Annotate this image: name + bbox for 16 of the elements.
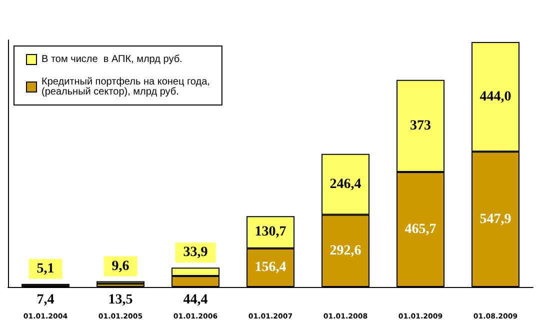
- data-label: 33,9: [183, 245, 208, 260]
- data-label: 547,9: [480, 212, 512, 227]
- data-label: 465,7: [404, 222, 436, 237]
- data-label: 7,4: [36, 292, 54, 308]
- data-label: 246,4: [330, 176, 362, 192]
- data-label: 292,6: [330, 243, 362, 258]
- data-label: 44,4: [183, 292, 208, 308]
- data-label: 444,0: [480, 89, 512, 104]
- legend-label: Кредитный портфель на конец года, (реальный сектор), млрд руб.: [42, 76, 210, 98]
- legend-label: В том числе в АПК, млрд руб.: [42, 54, 182, 65]
- data-label: 9,6: [112, 258, 130, 274]
- data-label: 156,4: [254, 260, 286, 276]
- data-label: 373: [410, 118, 431, 134]
- data-label: 13,5: [108, 292, 133, 308]
- data-label: 130,7: [254, 224, 286, 240]
- data-label: 5,1: [36, 261, 54, 276]
